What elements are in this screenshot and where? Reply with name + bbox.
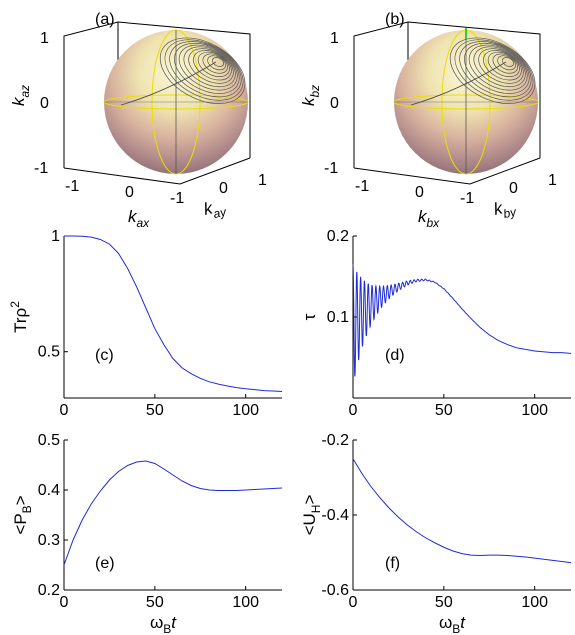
x-tick-label: 0 — [349, 594, 358, 611]
sphere-z-tick-mid: 0 — [330, 95, 339, 112]
spiral-loop — [454, 39, 534, 101]
series-line — [64, 235, 283, 393]
x-tick-label: 0 — [60, 402, 69, 419]
trajectory-spiral-a — [120, 37, 246, 106]
y-axis-label: <UH> — [300, 495, 323, 536]
sphere-x-tick-mid: 0 — [125, 184, 134, 201]
sphere-y-tick-right: 1 — [258, 172, 267, 189]
spiral-loop — [183, 46, 236, 88]
y-axis-label: τ — [300, 313, 319, 320]
y-axis-label: <PB> — [11, 495, 34, 534]
sphere-y-label-a: kay — [202, 196, 228, 223]
panel-label: (e) — [95, 555, 115, 572]
sphere-panel-b: (b) 1 0 -1 kbz -1 0 -1 kbx 0 1 kby — [299, 11, 557, 230]
sphere-x-tick-left: -1 — [355, 178, 369, 195]
x-axis-label: ωBt — [150, 613, 177, 635]
sphere-z-label-b: kbz — [299, 85, 322, 106]
spiral-loop — [188, 48, 234, 84]
panel-label: (d) — [385, 347, 405, 364]
spiral-loop — [483, 50, 522, 81]
sphere-x-tick-right: -1 — [460, 190, 474, 207]
spiral-loop — [468, 44, 528, 91]
x-tick-label: 50 — [146, 594, 164, 611]
spiral-loop — [464, 42, 530, 94]
spiral-loop — [164, 39, 244, 101]
panel-label: (c) — [95, 347, 114, 364]
sphere-z-tick-bottom: -1 — [34, 160, 48, 177]
spiral-loop — [497, 55, 516, 71]
x-tick-label: 50 — [146, 402, 164, 419]
sphere-z-tick-top: 1 — [40, 30, 49, 47]
spiral-loop — [212, 57, 224, 67]
y-tick-label: 0.5 — [38, 344, 60, 361]
series-line — [63, 460, 283, 566]
x-tick-label: 100 — [232, 402, 259, 419]
y-tick-label: 0.2 — [327, 228, 349, 245]
spiral-loop — [169, 41, 242, 98]
spiral-loop — [193, 50, 232, 81]
sphere-y-tick-mid: 0 — [509, 180, 518, 197]
sphere-z-label-a: kaz — [9, 85, 32, 106]
spiral-loop — [487, 51, 520, 77]
sphere-x-tick-mid: 0 — [415, 184, 424, 201]
x-tick-label: 100 — [521, 594, 548, 611]
x-axis-label: ωBt — [439, 613, 466, 635]
sphere-z-tick-mid: 0 — [40, 95, 49, 112]
chart-panel-c: 0 50 100 0.5 1 (c) Trρ2 — [8, 228, 283, 419]
y-tick-label: 0.3 — [38, 532, 60, 549]
spiral-loop — [449, 37, 536, 104]
chart-panel-d: 0 50 100 0.1 0.2 (d) τ — [300, 228, 572, 419]
x-tick-label: 0 — [349, 402, 358, 419]
spiral-loop — [473, 46, 526, 88]
y-tick-label: -0.4 — [321, 507, 349, 524]
y-tick-label: 0.1 — [327, 309, 349, 326]
panel-label-a: (a) — [95, 11, 115, 28]
panel-label: (f) — [385, 555, 400, 572]
spiral-loop — [459, 41, 532, 98]
spiral-loop — [202, 53, 228, 74]
spiral-loop — [197, 51, 230, 77]
sphere-x-tick-right: -1 — [170, 190, 184, 207]
x-tick-label: 50 — [435, 402, 453, 419]
trajectory-spiral-b — [410, 37, 536, 106]
spiral-tail — [120, 61, 217, 106]
x-tick-label: 0 — [60, 594, 69, 611]
sphere-panel-a: (a) 1 0 -1 kaz -1 0 -1 kax 0 1 kay — [9, 11, 267, 230]
panel-label-b: (b) — [385, 11, 405, 28]
y-tick-label: 0.4 — [38, 482, 60, 499]
sphere-y-tick-right: 1 — [548, 172, 557, 189]
spiral-loop — [492, 53, 518, 74]
spiral-loop — [159, 37, 246, 104]
sphere-z-tick-top: 1 — [330, 30, 339, 47]
x-tick-label: 100 — [232, 594, 259, 611]
spiral-loop — [478, 48, 524, 84]
series-line — [352, 458, 572, 564]
sphere-z-tick-bottom: -1 — [324, 160, 338, 177]
spiral-loop — [502, 57, 514, 67]
x-tick-label: 100 — [521, 402, 548, 419]
sphere-y-tick-mid: 0 — [219, 180, 228, 197]
y-axis-label: Trρ2 — [8, 301, 30, 333]
chart-panel-e: 0 50 100 0.2 0.3 0.4 0.5 (e) <PB> ωBt — [11, 432, 283, 635]
y-tick-label: 0.5 — [38, 432, 60, 449]
sphere-x-tick-left: -1 — [65, 178, 79, 195]
y-tick-label: -0.2 — [321, 432, 349, 449]
y-tick-label: -0.6 — [321, 582, 349, 599]
sphere-x-label-b: kbx — [418, 207, 440, 230]
sphere-y-label-b: kby — [492, 196, 518, 223]
spiral-loop — [178, 44, 238, 91]
sphere-x-label-a: kax — [128, 207, 150, 230]
y-tick-label: 1 — [51, 228, 60, 245]
spiral-tail — [410, 61, 507, 106]
series-line — [352, 264, 572, 377]
y-tick-label: 0.2 — [38, 582, 60, 599]
chart-panel-f: 0 50 100 -0.6 -0.4 -0.2 (f) <UH> ωBt — [300, 432, 572, 635]
spiral-loop — [207, 55, 226, 71]
x-tick-label: 50 — [435, 594, 453, 611]
spiral-loop — [174, 42, 240, 94]
